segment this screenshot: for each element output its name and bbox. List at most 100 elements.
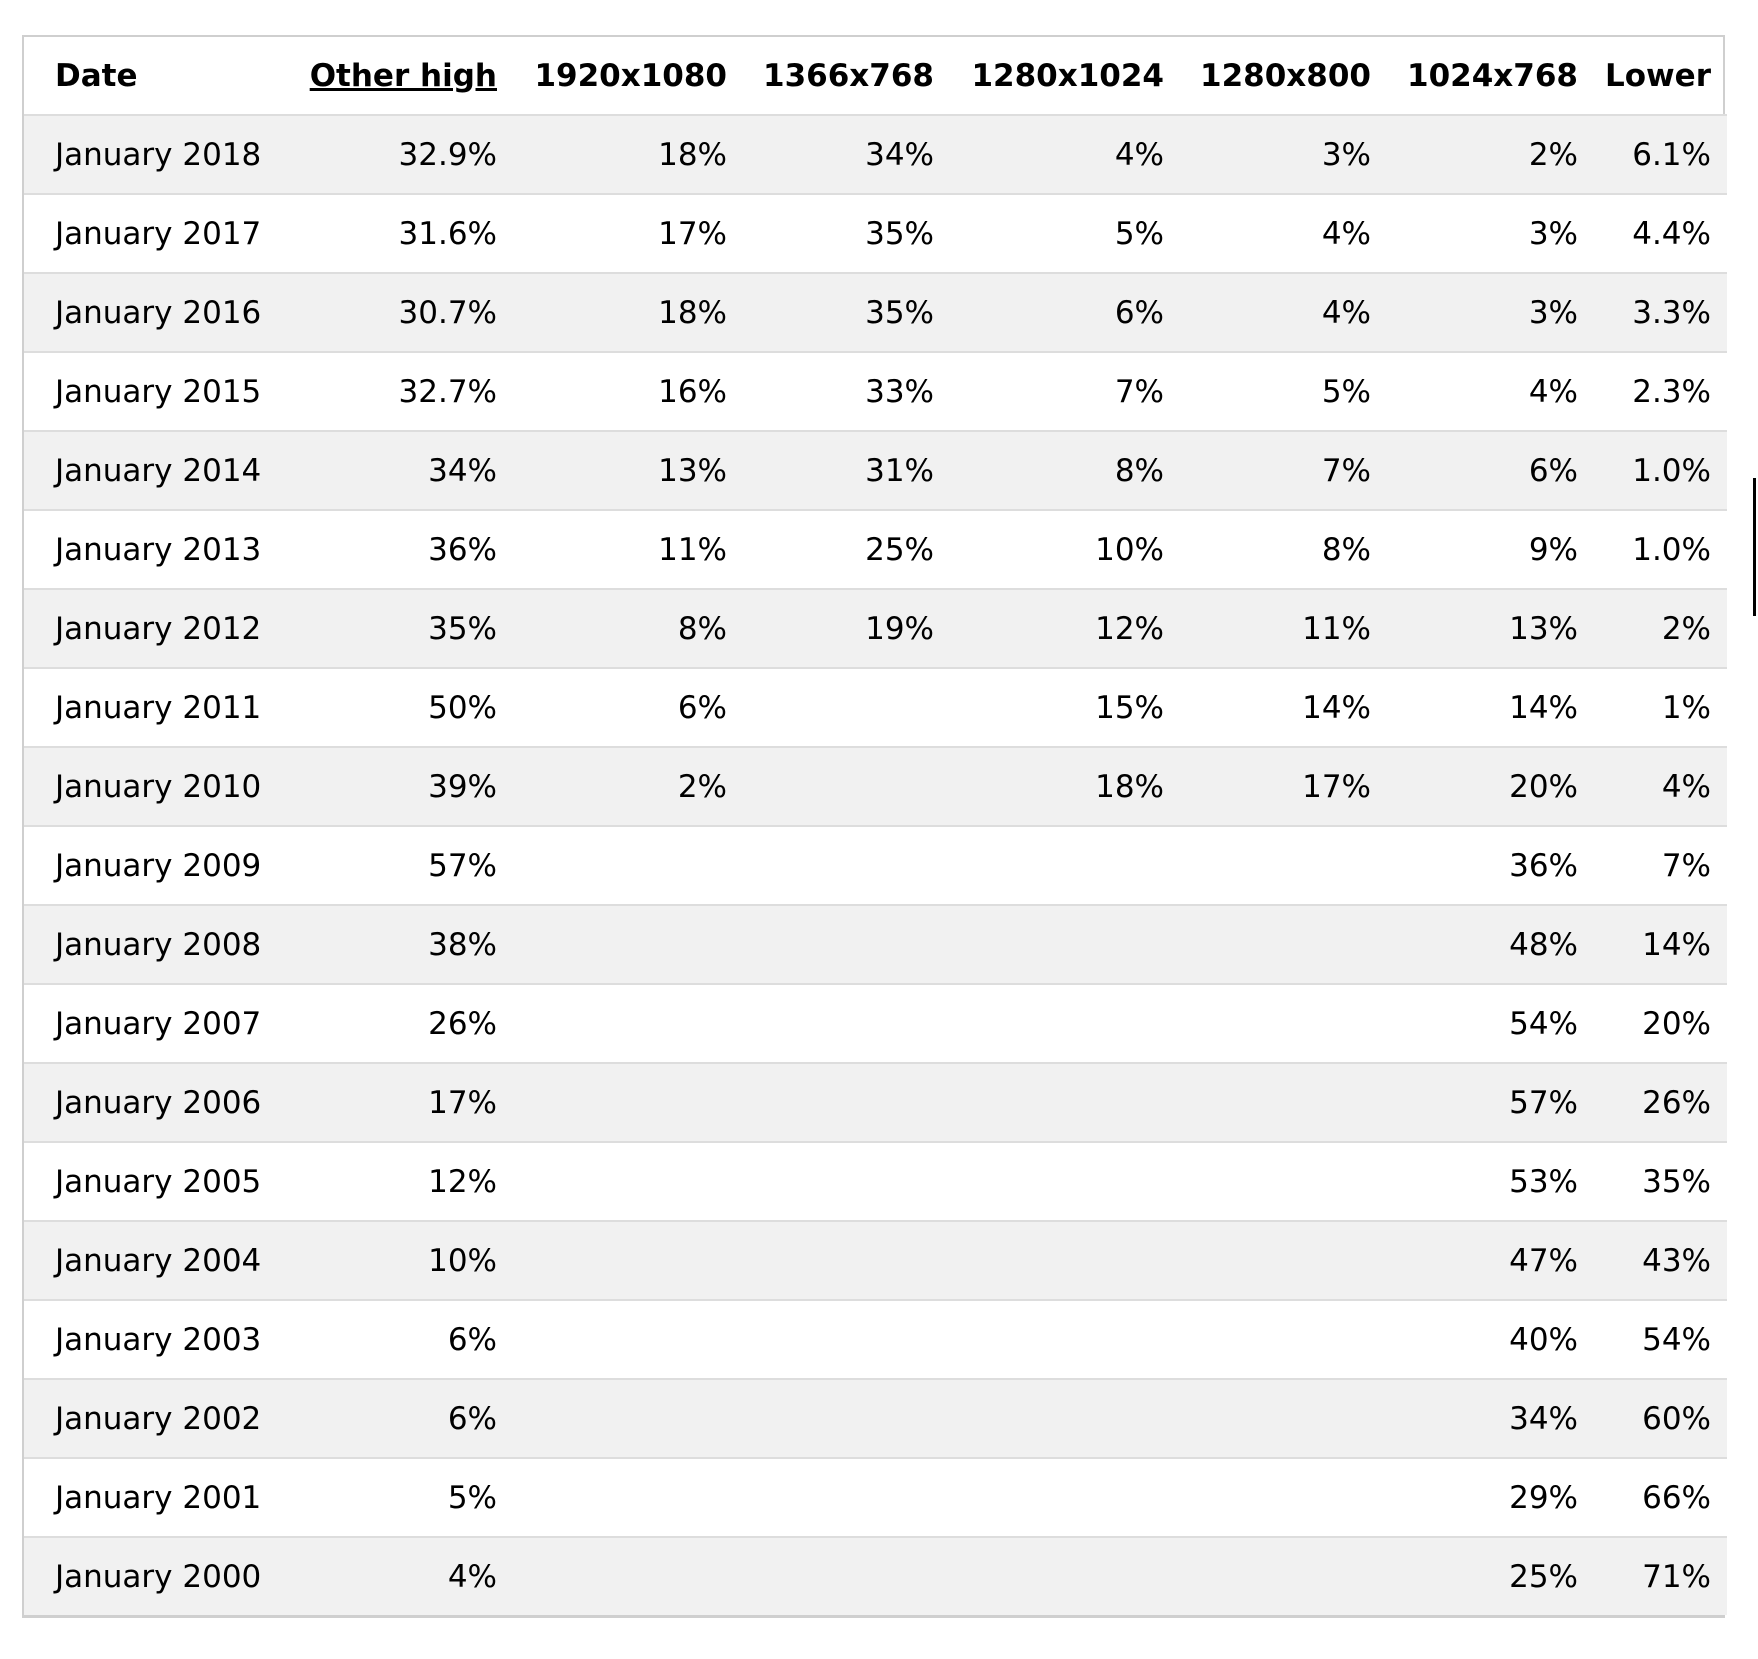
1366x768-cell	[745, 1062, 952, 1142]
date-cell: January 2001	[24, 1457, 299, 1537]
date-cell: January 2000	[24, 1536, 299, 1615]
1024x768-cell: 34%	[1389, 1378, 1596, 1458]
1280x1024-cell: 5%	[952, 193, 1182, 273]
1920x1080-cell: 13%	[515, 430, 745, 510]
1280x800-cell	[1182, 983, 1389, 1063]
1280x800-cell	[1182, 1378, 1389, 1458]
1366x768-cell	[745, 667, 952, 747]
date-cell: January 2015	[24, 351, 299, 431]
1280x1024-cell	[952, 1141, 1182, 1221]
other-high-cell: 6%	[299, 1299, 515, 1379]
1920x1080-cell	[515, 1299, 745, 1379]
1366x768-cell: 35%	[745, 272, 952, 352]
1280x800-cell: 11%	[1182, 588, 1389, 668]
1920x1080-cell	[515, 1378, 745, 1458]
table-row: January 2000 4% 25% 71%	[24, 1536, 1727, 1615]
lower-cell: 7%	[1596, 825, 1727, 905]
1280x800-cell: 5%	[1182, 351, 1389, 431]
1024x768-cell: 13%	[1389, 588, 1596, 668]
other-high-cell: 30.7%	[299, 272, 515, 352]
other-high-cell: 38%	[299, 904, 515, 984]
1280x1024-cell: 7%	[952, 351, 1182, 431]
1024x768-cell: 40%	[1389, 1299, 1596, 1379]
other-high-cell: 31.6%	[299, 193, 515, 273]
table-header: Date Other high 1920x1080 1366x768 1280x…	[24, 37, 1727, 116]
date-cell: January 2011	[24, 667, 299, 747]
lower-cell: 60%	[1596, 1378, 1727, 1458]
1920x1080-cell	[515, 1062, 745, 1142]
1280x800-cell	[1182, 1536, 1389, 1615]
1366x768-cell: 25%	[745, 509, 952, 589]
table-row: January 2001 5% 29% 66%	[24, 1457, 1727, 1537]
table-row: January 2016 30.7% 18% 35% 6% 4% 3% 3.3%	[24, 272, 1727, 352]
table-row: January 2005 12% 53% 35%	[24, 1141, 1727, 1221]
1280x800-cell: 17%	[1182, 746, 1389, 826]
1280x1024-cell: 8%	[952, 430, 1182, 510]
column-header-other-high[interactable]: Other high	[299, 37, 515, 116]
lower-cell: 1%	[1596, 667, 1727, 747]
1280x1024-cell: 18%	[952, 746, 1182, 826]
1366x768-cell	[745, 1536, 952, 1615]
other-high-cell: 32.7%	[299, 351, 515, 431]
other-high-cell: 35%	[299, 588, 515, 668]
table-row: January 2013 36% 11% 25% 10% 8% 9% 1.0%	[24, 509, 1727, 589]
lower-cell: 2.3%	[1596, 351, 1727, 431]
1280x1024-cell: 6%	[952, 272, 1182, 352]
1920x1080-cell	[515, 1457, 745, 1537]
table-row: January 2015 32.7% 16% 33% 7% 5% 4% 2.3%	[24, 351, 1727, 431]
1280x1024-cell: 4%	[952, 115, 1182, 194]
1920x1080-cell	[515, 1220, 745, 1300]
table-row: January 2018 32.9% 18% 34% 4% 3% 2% 6.1%	[24, 115, 1727, 194]
1024x768-cell: 25%	[1389, 1536, 1596, 1615]
other-high-cell: 6%	[299, 1378, 515, 1458]
screen-resolution-table: Date Other high 1920x1080 1366x768 1280x…	[24, 37, 1727, 1615]
column-header-1024x768: 1024x768	[1389, 37, 1596, 116]
date-cell: January 2016	[24, 272, 299, 352]
1920x1080-cell: 18%	[515, 272, 745, 352]
header-row: Date Other high 1920x1080 1366x768 1280x…	[24, 37, 1727, 116]
1920x1080-cell: 2%	[515, 746, 745, 826]
1920x1080-cell: 6%	[515, 667, 745, 747]
1366x768-cell	[745, 1378, 952, 1458]
1280x1024-cell	[952, 904, 1182, 984]
1280x1024-cell	[952, 1299, 1182, 1379]
date-cell: January 2017	[24, 193, 299, 273]
1280x800-cell	[1182, 1299, 1389, 1379]
lower-cell: 35%	[1596, 1141, 1727, 1221]
1280x1024-cell: 10%	[952, 509, 1182, 589]
1366x768-cell: 31%	[745, 430, 952, 510]
date-cell: January 2004	[24, 1220, 299, 1300]
sort-link-other-high[interactable]: Other high	[309, 57, 497, 94]
table-body: January 2018 32.9% 18% 34% 4% 3% 2% 6.1% January…	[24, 115, 1727, 1615]
lower-cell: 2%	[1596, 588, 1727, 668]
1280x1024-cell	[952, 825, 1182, 905]
table-row: January 2017 31.6% 17% 35% 5% 4% 3% 4.4%	[24, 193, 1727, 273]
lower-cell: 71%	[1596, 1536, 1727, 1615]
other-high-cell: 26%	[299, 983, 515, 1063]
1280x800-cell	[1182, 1141, 1389, 1221]
1024x768-cell: 2%	[1389, 115, 1596, 194]
1366x768-cell	[745, 1457, 952, 1537]
1280x800-cell: 4%	[1182, 272, 1389, 352]
1366x768-cell: 35%	[745, 193, 952, 273]
table-row: January 2003 6% 40% 54%	[24, 1299, 1727, 1379]
table-row: January 2009 57% 36% 7%	[24, 825, 1727, 905]
lower-cell: 66%	[1596, 1457, 1727, 1537]
lower-cell: 4%	[1596, 746, 1727, 826]
1280x800-cell	[1182, 1220, 1389, 1300]
table-row: January 2004 10% 47% 43%	[24, 1220, 1727, 1300]
1280x800-cell	[1182, 1062, 1389, 1142]
date-cell: January 2002	[24, 1378, 299, 1458]
1280x1024-cell	[952, 1220, 1182, 1300]
lower-cell: 43%	[1596, 1220, 1727, 1300]
1280x1024-cell: 12%	[952, 588, 1182, 668]
table-row: January 2007 26% 54% 20%	[24, 983, 1727, 1063]
1280x1024-cell: 15%	[952, 667, 1182, 747]
1280x800-cell: 7%	[1182, 430, 1389, 510]
column-header-lower: Lower	[1596, 37, 1727, 116]
1024x768-cell: 53%	[1389, 1141, 1596, 1221]
lower-cell: 1.0%	[1596, 430, 1727, 510]
date-cell: January 2010	[24, 746, 299, 826]
1920x1080-cell	[515, 1536, 745, 1615]
1024x768-cell: 3%	[1389, 193, 1596, 273]
